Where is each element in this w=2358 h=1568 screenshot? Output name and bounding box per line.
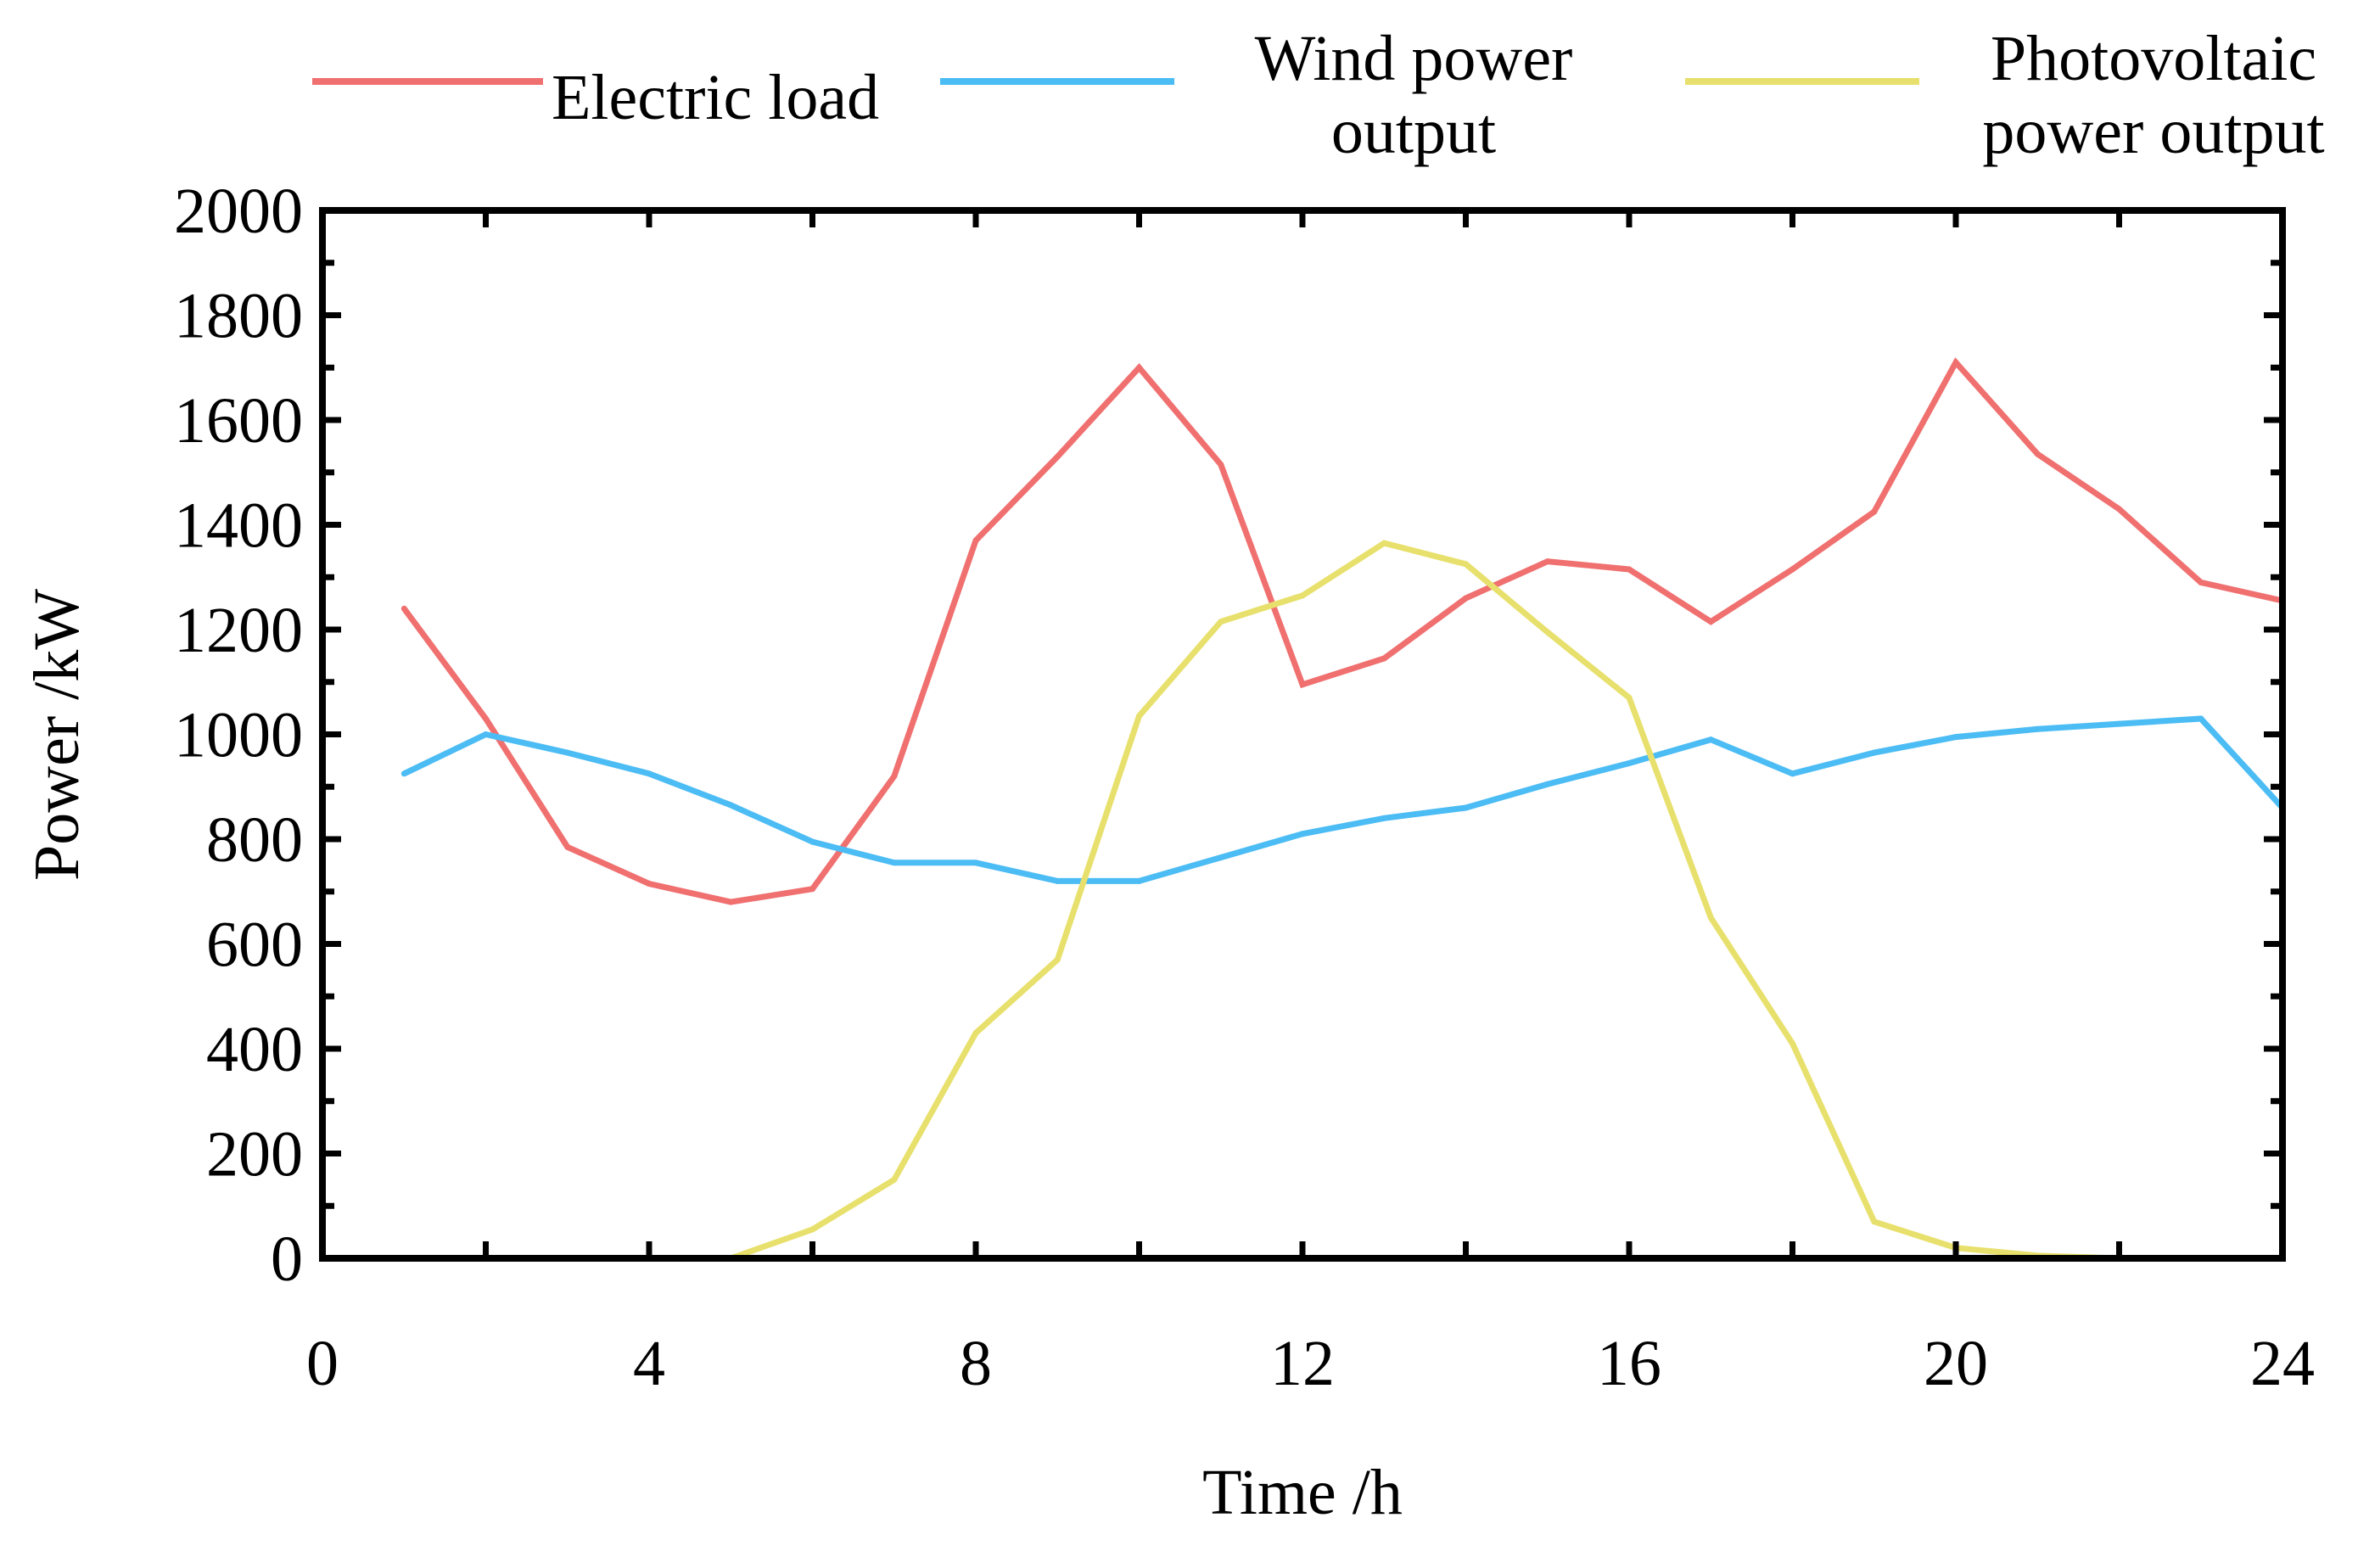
data-point-electric-load-9 (1136, 364, 1142, 371)
data-point-electric-load-6 (891, 773, 898, 780)
legend-label-line-0: Wind power (1255, 23, 1573, 94)
data-point-electric-load-14 (1544, 558, 1551, 565)
data-point-wind-power-output-10 (1218, 854, 1224, 861)
data-point-wind-power-output-5 (809, 838, 815, 845)
data-point-photovoltaic-power-output-10 (1544, 629, 1551, 636)
data-point-electric-load-2 (564, 843, 571, 850)
legend-label-wind-power: Wind power output (1255, 23, 1573, 167)
legend-label-line-1: power output (1982, 96, 2324, 167)
y-tick-label-200: 200 (206, 1119, 303, 1190)
data-point-wind-power-output-13 (1463, 804, 1469, 811)
data-point-electric-load-8 (1054, 453, 1061, 460)
x-tick-label-8: 8 (960, 1328, 992, 1399)
data-point-electric-load-4 (727, 899, 734, 905)
data-point-wind-power-output-0 (400, 770, 407, 777)
data-point-electric-load-18 (1871, 508, 1878, 515)
data-point-wind-power-output-20 (2034, 725, 2041, 732)
data-point-electric-load-11 (1299, 681, 1306, 688)
data-point-electric-load-16 (1707, 619, 1714, 625)
tick-labels: 0 200 400 600 800 1000 1200 1400 1600 1800 2000 0 4 8… (174, 176, 2315, 1399)
data-point-electric-load-22 (2198, 579, 2204, 585)
y-tick-label-1800: 1800 (174, 281, 303, 352)
data-point-electric-load-0 (400, 605, 407, 612)
x-tick-label-4: 4 (633, 1328, 665, 1399)
data-point-photovoltaic-power-output-4 (1054, 956, 1061, 963)
data-point-photovoltaic-power-output-7 (1299, 592, 1306, 599)
x-tick-label-20: 20 (1924, 1328, 1988, 1399)
legend-label-line-1: output (1331, 96, 1496, 167)
data-point-wind-power-output-14 (1544, 781, 1551, 787)
x-tick-label-24: 24 (2250, 1328, 2315, 1399)
data-point-wind-power-output-19 (1952, 734, 1959, 741)
y-tick-label-800: 800 (206, 804, 303, 876)
data-point-photovoltaic-power-output-9 (1463, 561, 1469, 568)
data-point-electric-load-3 (646, 881, 653, 887)
data-point-wind-power-output-2 (564, 749, 571, 756)
y-tick-label-1400: 1400 (174, 490, 303, 562)
y-axis-title: Power /kW (21, 589, 92, 881)
data-point-wind-power-output-12 (1381, 815, 1387, 821)
data-point-photovoltaic-power-output-1 (809, 1226, 815, 1233)
y-tick-label-1600: 1600 (174, 385, 303, 456)
data-point-wind-power-output-3 (646, 770, 653, 777)
data-point-electric-load-17 (1790, 566, 1795, 573)
data-point-wind-power-output-9 (1136, 877, 1142, 884)
y-tick-label-2000: 2000 (174, 176, 303, 247)
series-line-photovoltaic-power-output (730, 540, 2120, 1262)
data-point-wind-power-output-15 (1626, 760, 1633, 766)
series-line-electric-load (401, 357, 2283, 905)
data-point-wind-power-output-17 (1790, 770, 1795, 777)
x-tick-label-16: 16 (1597, 1328, 1661, 1399)
data-point-wind-power-output-18 (1871, 749, 1878, 756)
legend: Electric load Wind power output Photovolt… (312, 23, 2325, 167)
data-point-photovoltaic-power-output-6 (1218, 619, 1224, 625)
data-point-electric-load-21 (2116, 506, 2122, 512)
data-point-photovoltaic-power-output-8 (1381, 540, 1387, 546)
y-tick-label-1000: 1000 (174, 700, 303, 771)
data-point-wind-power-output-6 (891, 860, 898, 866)
data-point-photovoltaic-power-output-5 (1136, 713, 1142, 720)
ticks-layer (319, 207, 2286, 1262)
data-point-photovoltaic-power-output-2 (891, 1176, 898, 1183)
legend-label-electric-load: Electric load (552, 62, 879, 133)
data-point-photovoltaic-power-output-12 (1707, 915, 1714, 921)
data-point-wind-power-output-21 (2116, 720, 2122, 727)
data-point-wind-power-output-1 (483, 731, 489, 737)
data-point-electric-load-7 (972, 537, 979, 544)
data-point-wind-power-output-11 (1299, 831, 1306, 837)
data-point-electric-load-5 (809, 886, 815, 893)
data-point-electric-load-15 (1626, 566, 1633, 573)
data-point-electric-load-13 (1463, 595, 1469, 602)
x-axis-title: Time /h (1202, 1457, 1403, 1528)
data-point-wind-power-output-8 (1054, 877, 1061, 884)
data-point-electric-load-19 (1952, 359, 1959, 366)
data-point-wind-power-output-7 (972, 860, 979, 866)
data-point-photovoltaic-power-output-14 (1871, 1218, 1878, 1225)
x-tick-label-12: 12 (1270, 1328, 1335, 1399)
data-point-wind-power-output-4 (727, 802, 734, 809)
y-tick-label-600: 600 (206, 910, 303, 981)
y-tick-label-0: 0 (271, 1224, 303, 1295)
data-point-photovoltaic-power-output-11 (1626, 694, 1633, 701)
data-point-wind-power-output-16 (1707, 736, 1714, 743)
y-tick-label-400: 400 (206, 1014, 303, 1085)
data-point-electric-load-1 (483, 715, 489, 722)
data-point-electric-load-12 (1381, 655, 1387, 662)
x-tick-label-0: 0 (306, 1328, 339, 1399)
data-point-electric-load-10 (1218, 462, 1224, 468)
legend-label-line-0: Photovoltaic (1991, 23, 2316, 94)
data-point-wind-power-output-22 (2198, 715, 2204, 722)
series-layer (400, 357, 2286, 1262)
series-line-wind-power-output (402, 715, 2285, 884)
legend-label-photovoltaic: Photovoltaic power output (1982, 23, 2324, 167)
data-point-photovoltaic-power-output-3 (972, 1030, 979, 1036)
data-point-electric-load-20 (2034, 451, 2041, 457)
data-point-photovoltaic-power-output-13 (1790, 1040, 1795, 1047)
y-tick-label-1200: 1200 (174, 595, 303, 666)
